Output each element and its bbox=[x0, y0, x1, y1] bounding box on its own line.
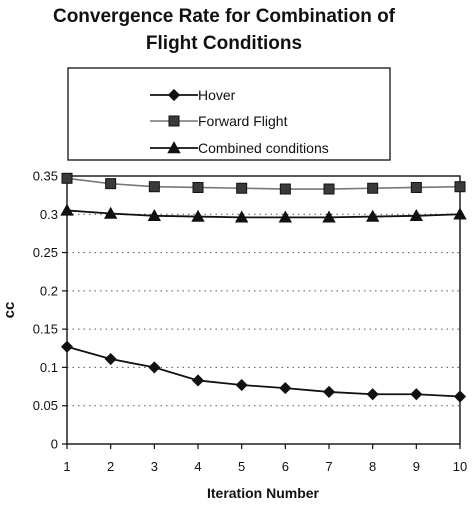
series-line bbox=[66, 177, 461, 190]
x-tick-label: 7 bbox=[325, 459, 332, 474]
y-tick-label: 0.25 bbox=[33, 245, 58, 260]
data-point-square bbox=[454, 181, 466, 193]
x-tick-label: 4 bbox=[194, 459, 201, 474]
gridlines bbox=[67, 213, 460, 407]
data-point-square bbox=[105, 178, 117, 190]
y-tick-label: 0.35 bbox=[33, 169, 58, 184]
data-point-square bbox=[323, 183, 335, 195]
data-point-diamond bbox=[322, 385, 336, 398]
data-point-diamond bbox=[279, 382, 292, 395]
x-tick-label: 3 bbox=[151, 459, 158, 474]
y-tick-label: 0.05 bbox=[33, 398, 58, 413]
data-point-triangle bbox=[453, 207, 467, 220]
data-point-triangle bbox=[147, 208, 162, 222]
data-point-square bbox=[236, 182, 248, 194]
data-point-diamond bbox=[366, 388, 379, 401]
x-tick-label: 9 bbox=[413, 459, 420, 474]
y-axis-label: cc bbox=[1, 302, 18, 319]
data-point-diamond bbox=[191, 374, 205, 387]
data-point-square bbox=[279, 183, 291, 195]
data-point-triangle bbox=[365, 209, 380, 222]
series-square bbox=[61, 172, 466, 195]
chart-title-line-2: Flight Conditions bbox=[146, 33, 302, 54]
data-point-square bbox=[61, 172, 73, 184]
chart-title-line-1: Convergence Rate for Combination of bbox=[53, 6, 396, 27]
data-point-diamond bbox=[410, 388, 423, 401]
data-point-triangle bbox=[278, 210, 293, 223]
data-point-square bbox=[192, 181, 204, 193]
data-point-triangle bbox=[60, 203, 74, 216]
legend-marker-square bbox=[168, 115, 180, 127]
legend-label: Hover bbox=[198, 87, 236, 103]
y-tick-label: 0.2 bbox=[40, 283, 58, 298]
series-triangle bbox=[60, 203, 467, 223]
axes: 0 0.05 0.1 0.15 0.2 0.25 0.3 0.35 1 2 3 4 5 6 7 8 9 10 bbox=[33, 169, 468, 475]
x-tick-label: 8 bbox=[369, 459, 376, 474]
legend-marker-diamond bbox=[167, 88, 181, 102]
y-tick-label: 0.1 bbox=[40, 360, 58, 375]
data-point-square bbox=[367, 182, 379, 194]
data-point-triangle bbox=[103, 206, 118, 219]
legend-label: Combined conditions bbox=[198, 140, 329, 156]
data-point-triangle bbox=[322, 210, 336, 223]
x-tick-label: 2 bbox=[107, 459, 114, 474]
series-line bbox=[66, 345, 461, 398]
data-point-triangle bbox=[234, 210, 249, 223]
x-tick-label: 5 bbox=[238, 459, 245, 474]
data-point-square bbox=[148, 181, 160, 193]
x-tick-label: 10 bbox=[453, 459, 467, 474]
legend-marker-triangle bbox=[167, 141, 181, 154]
x-axis-label: Iteration Number bbox=[207, 485, 320, 501]
data-point-diamond bbox=[104, 352, 117, 366]
series-diamond bbox=[60, 340, 467, 403]
legend-label: Forward Flight bbox=[198, 113, 288, 129]
legend: Hover Forward Flight Combined conditions bbox=[150, 87, 329, 156]
data-series bbox=[60, 172, 467, 403]
series-line bbox=[66, 209, 461, 219]
data-point-triangle bbox=[191, 209, 205, 222]
data-point-diamond bbox=[235, 378, 248, 392]
data-point-diamond bbox=[60, 340, 74, 353]
data-point-diamond bbox=[148, 361, 161, 374]
legend-box bbox=[67, 67, 391, 161]
plot-area-border bbox=[66, 175, 461, 445]
data-point-triangle bbox=[409, 208, 424, 222]
y-tick-label: 0.3 bbox=[40, 207, 58, 222]
x-tick-label: 1 bbox=[63, 459, 70, 474]
data-point-square bbox=[410, 181, 422, 193]
y-tick-label: 0.15 bbox=[33, 322, 58, 337]
x-tick-label: 6 bbox=[282, 459, 289, 474]
y-tick-label: 0 bbox=[51, 437, 58, 452]
data-point-diamond bbox=[453, 390, 467, 403]
